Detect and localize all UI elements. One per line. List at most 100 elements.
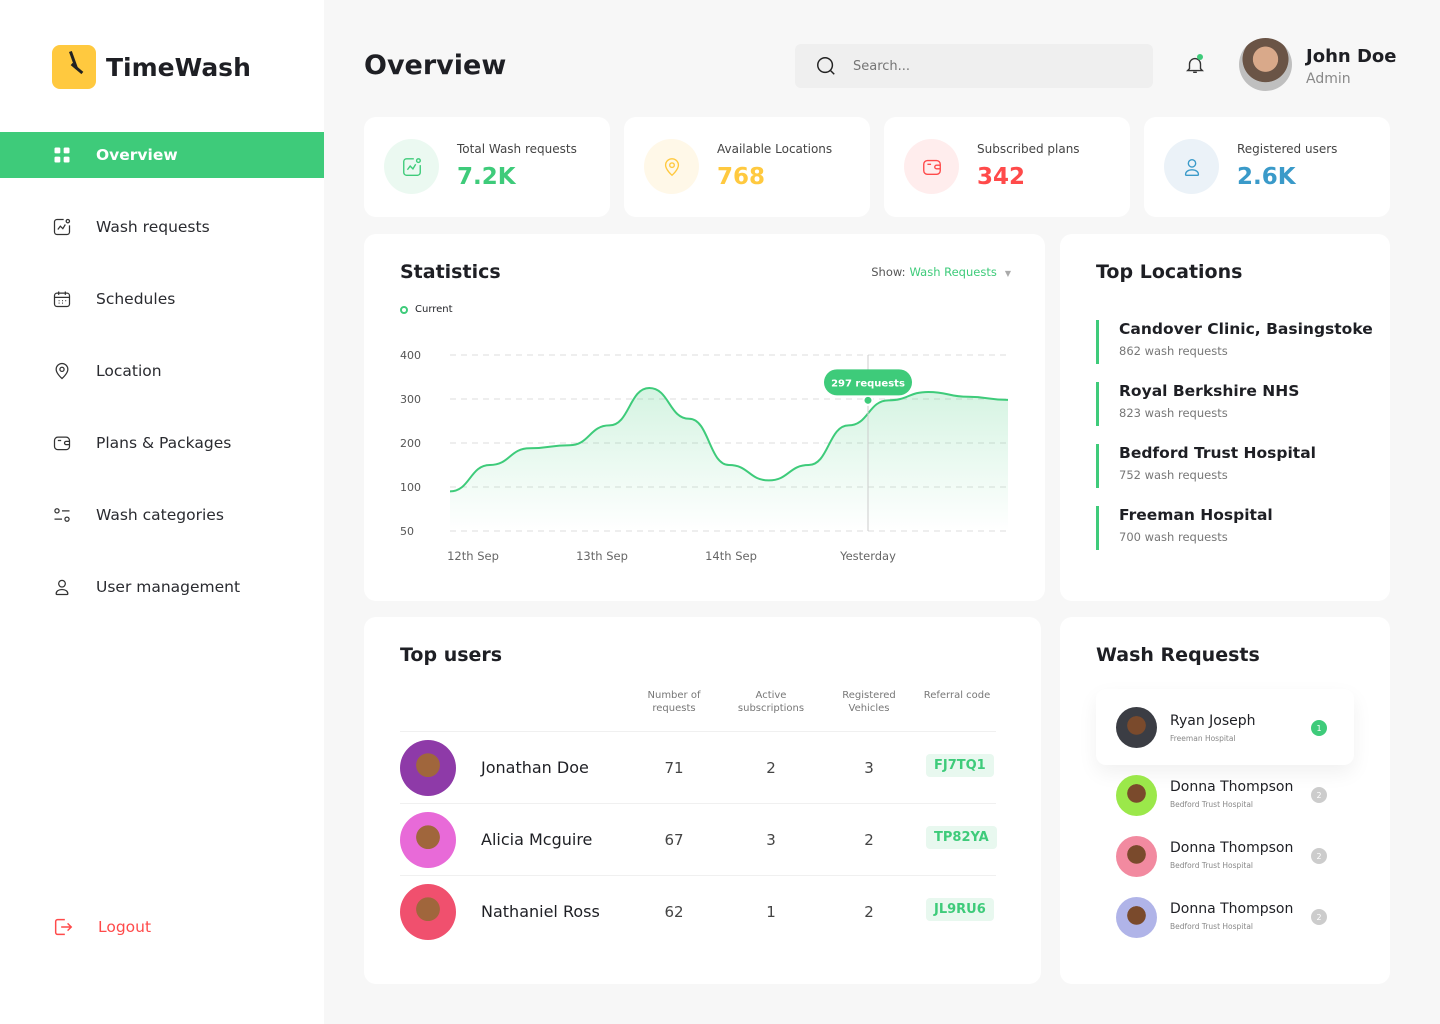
notification-dot: [1197, 54, 1203, 60]
x-tick-label: 14th Sep: [705, 549, 757, 563]
referral-code: TP82YA: [926, 826, 997, 849]
table-row[interactable]: Nathaniel Ross 62 1 2 JL9RU6: [400, 875, 996, 947]
x-tick-label: 13th Sep: [576, 549, 628, 563]
stat-value: 2.6K: [1237, 164, 1296, 190]
show-label: Show:: [871, 265, 906, 279]
stat-icon-badge: [904, 139, 959, 194]
user-icon: [55, 579, 69, 596]
caret-down-icon: ▼: [1004, 269, 1011, 278]
x-tick-label: 12th Sep: [447, 549, 499, 563]
sidebar-item-label: Location: [96, 362, 162, 380]
location-name: Candover Clinic, Basingstoke: [1119, 320, 1373, 338]
search-input[interactable]: [853, 58, 1113, 74]
location-name: Royal Berkshire NHS: [1119, 382, 1300, 400]
requester-name: Ryan Joseph: [1170, 713, 1256, 729]
vehicles-count: 3: [864, 759, 874, 777]
statistics-card: Statistics Show: Wash Requests ▼ Current 4…: [364, 234, 1045, 601]
wallet-icon: [922, 159, 941, 175]
table-row[interactable]: Jonathan Doe 71 2 3 FJ7TQ1: [400, 731, 996, 803]
show-dropdown[interactable]: Show: Wash Requests ▼: [871, 265, 1011, 279]
wash-request-item[interactable]: Donna Thompson Bedford Trust Hospital 2: [1096, 765, 1354, 826]
avatar: [400, 812, 456, 868]
top-users-card: Top users Number of requests Active subsc…: [364, 617, 1041, 984]
location-item[interactable]: Royal Berkshire NHS 823 wash requests: [1096, 382, 1299, 426]
avatar: [1116, 897, 1157, 938]
y-tick-label: 400: [400, 349, 421, 362]
stat-value: 7.2K: [457, 164, 516, 190]
chart-icon: [53, 218, 71, 236]
top-locations-title: Top Locations: [1096, 261, 1243, 283]
sidebar-item-plans-packages[interactable]: Plans & Packages: [0, 420, 324, 466]
sidebar-item-wash-categories[interactable]: Wash categories: [0, 492, 324, 538]
grid-icon: [54, 147, 70, 163]
location-count: 823 wash requests: [1119, 406, 1228, 420]
series-line: [449, 386, 1009, 493]
search-bar[interactable]: [795, 44, 1153, 88]
avatar: [1116, 836, 1157, 877]
location-item[interactable]: Freeman Hospital 700 wash requests: [1096, 506, 1273, 550]
avatar: [400, 740, 456, 796]
top-locations-card: Top Locations Candover Clinic, Basingsto…: [1060, 234, 1390, 601]
wash-requests-title: Wash Requests: [1096, 644, 1260, 666]
sidebar-item-user-management[interactable]: User management: [0, 564, 324, 610]
wash-request-item[interactable]: Ryan Joseph Freeman Hospital 1: [1096, 689, 1354, 765]
sidebar-item-location[interactable]: Location: [0, 348, 324, 394]
sidebar-item-label: Overview: [96, 146, 178, 164]
y-tick-label: 50: [400, 525, 414, 538]
calendar-icon: [53, 291, 71, 308]
logo[interactable]: TimeWash: [52, 45, 251, 89]
clock-logo-icon: [52, 45, 96, 89]
requester-name: Donna Thompson: [1170, 779, 1294, 795]
column-header: Registered Vehicles: [842, 690, 896, 714]
sidebar-item-label: Wash requests: [96, 218, 210, 236]
hospital-name: Bedford Trust Hospital: [1170, 861, 1253, 870]
wash-request-item[interactable]: Donna Thompson Bedford Trust Hospital 2: [1096, 887, 1354, 948]
location-item[interactable]: Bedford Trust Hospital 752 wash requests: [1096, 444, 1316, 488]
stat-value: 342: [977, 164, 1026, 190]
legend-label: Current: [415, 304, 453, 315]
chart-legend: Current: [400, 304, 453, 315]
y-tick-label: 100: [400, 481, 421, 494]
sidebar-item-schedules[interactable]: Schedules: [0, 276, 324, 322]
sidebar-item-label: Plans & Packages: [96, 434, 232, 452]
statistics-title: Statistics: [400, 261, 501, 283]
x-tick-label: Yesterday: [839, 549, 896, 563]
brand-name: TimeWash: [106, 52, 251, 82]
requester-name: Donna Thompson: [1170, 840, 1294, 856]
referral-code: JL9RU6: [926, 898, 994, 921]
user-name: Alicia Mcguire: [481, 830, 593, 849]
hospital-name: Bedford Trust Hospital: [1170, 922, 1253, 931]
tooltip-label: 297 requests: [831, 378, 905, 389]
stat-icon-badge: [644, 139, 699, 194]
tooltip-bg: [824, 369, 912, 396]
count-badge: 2: [1311, 909, 1327, 925]
column-header: Active subscriptions: [737, 690, 805, 714]
avatar[interactable]: [1239, 38, 1292, 91]
notification-button[interactable]: [1184, 54, 1206, 80]
wash-request-item[interactable]: Donna Thompson Bedford Trust Hospital 2: [1096, 826, 1354, 887]
logout-button[interactable]: Logout: [52, 916, 151, 938]
table-row[interactable]: Alicia Mcguire 67 3 2 TP82YA: [400, 803, 997, 875]
count-badge: 2: [1311, 787, 1327, 803]
sidebar-item-overview[interactable]: Overview: [0, 132, 324, 178]
requester-name: Donna Thompson: [1170, 901, 1294, 917]
stat-label: Registered users: [1237, 142, 1338, 156]
column-header: Number of requests: [647, 690, 701, 714]
column-header: Referral code: [923, 690, 991, 701]
user-role: Admin: [1306, 71, 1351, 87]
location-name: Bedford Trust Hospital: [1119, 444, 1316, 462]
sidebar-nav: Overview Wash requests Schedules Location Pl…: [0, 132, 324, 636]
avatar: [400, 884, 456, 940]
location-item[interactable]: Candover Clinic, Basingstoke 862 wash req…: [1096, 320, 1373, 364]
location-name: Freeman Hospital: [1119, 506, 1273, 524]
referral-code: FJ7TQ1: [926, 754, 994, 777]
chart-icon: [402, 157, 421, 176]
y-tick-label: 200: [400, 437, 421, 450]
sidebar-item-wash-requests[interactable]: Wash requests: [0, 204, 324, 250]
location-count: 752 wash requests: [1119, 468, 1228, 482]
show-value: Wash Requests: [909, 265, 997, 279]
requests-count: 71: [664, 759, 684, 777]
stat-label: Available Locations: [717, 142, 833, 156]
sidebar-item-label: Wash categories: [96, 506, 224, 524]
stat-card: Available Locations 768: [624, 117, 870, 217]
